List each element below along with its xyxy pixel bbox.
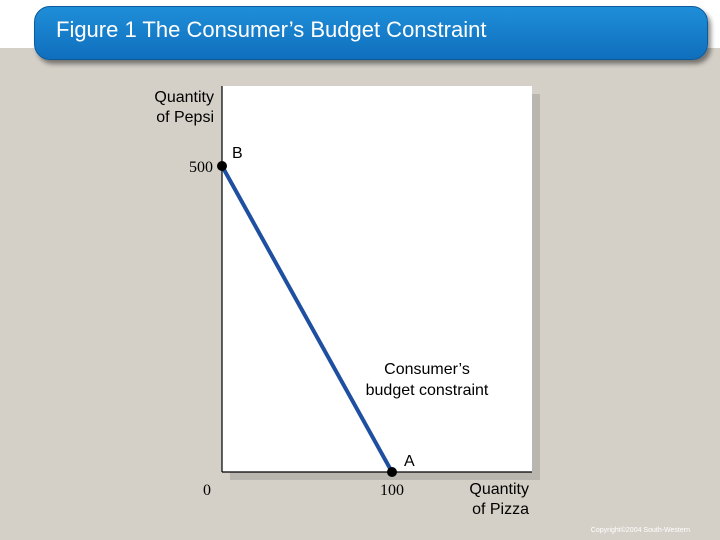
y-axis-label: of Pepsi	[156, 109, 214, 126]
budget-constraint-annotation: Consumer’s	[384, 361, 470, 378]
point-label-B: B	[232, 145, 243, 162]
copyright-text: Copyright©2004 South-Western	[590, 527, 690, 534]
slide-title: Figure 1 The Consumer’s Budget Constrain…	[56, 17, 487, 42]
plot-area	[222, 86, 532, 472]
point-B	[217, 161, 227, 171]
y-axis-label: Quantity	[154, 89, 214, 106]
budget-constraint-line	[220, 165, 394, 473]
x-axis-label: Quantity	[469, 481, 529, 498]
y-tick-label: 500	[189, 159, 213, 176]
x-tick-label: 100	[380, 482, 404, 499]
x-tick-label: 0	[203, 482, 211, 499]
budget-constraint-annotation: budget constraint	[366, 382, 489, 399]
point-A	[387, 467, 397, 477]
slide-title-bar	[34, 6, 708, 60]
x-axis-label: of Pizza	[472, 501, 529, 518]
point-label-A: A	[404, 453, 415, 470]
